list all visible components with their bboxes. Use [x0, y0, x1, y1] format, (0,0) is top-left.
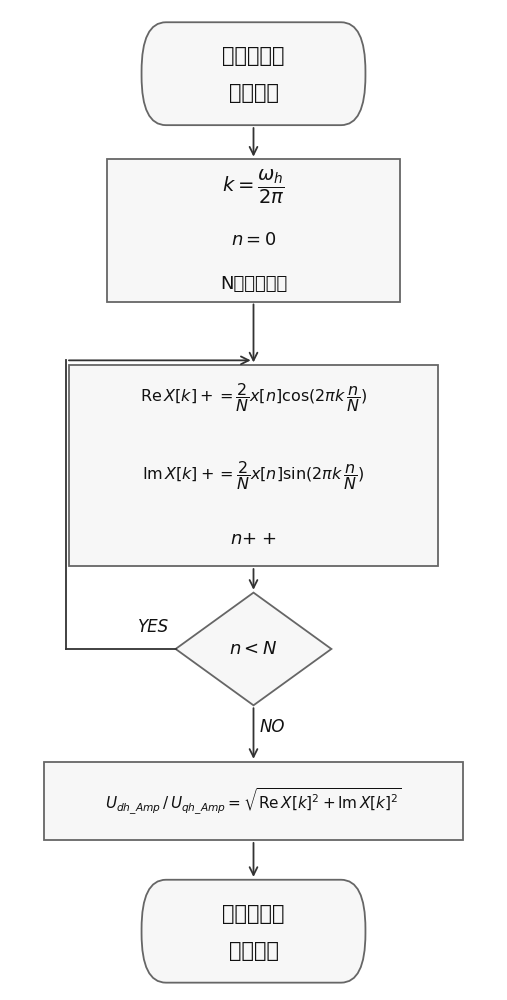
- Text: $\mathrm{Re}\,X[k]+=\dfrac{2}{N}x[n]\cos(2\pi k\,\dfrac{n}{N})$: $\mathrm{Re}\,X[k]+=\dfrac{2}{N}x[n]\cos…: [140, 381, 367, 414]
- Text: YES: YES: [138, 618, 169, 636]
- Text: $n < N$: $n < N$: [229, 640, 278, 658]
- Polygon shape: [175, 593, 332, 705]
- Text: $U_{dh\_Amp}\,/\,U_{qh\_Amp}=\sqrt{\mathrm{Re}\,X[k]^2+\mathrm{Im}\,X[k]^2}$: $U_{dh\_Amp}\,/\,U_{qh\_Amp}=\sqrt{\math…: [105, 786, 402, 816]
- FancyBboxPatch shape: [44, 762, 463, 840]
- Text: 离散傅里叶: 离散傅里叶: [222, 904, 285, 924]
- FancyBboxPatch shape: [107, 159, 400, 302]
- FancyBboxPatch shape: [68, 365, 439, 566]
- Text: 变换开始: 变换开始: [229, 83, 278, 103]
- Text: NO: NO: [260, 718, 285, 736]
- Text: 离散傅里叶: 离散傅里叶: [222, 46, 285, 66]
- Text: N为采样点数: N为采样点数: [220, 275, 287, 293]
- Text: $k=\dfrac{\omega_h}{2\pi}$: $k=\dfrac{\omega_h}{2\pi}$: [222, 167, 285, 206]
- FancyBboxPatch shape: [141, 22, 366, 125]
- FancyBboxPatch shape: [141, 880, 366, 983]
- Text: $n=0$: $n=0$: [231, 231, 276, 249]
- Text: 变换结束: 变换结束: [229, 941, 278, 961]
- Text: $\mathrm{Im}\,X[k]+=\dfrac{2}{N}x[n]\sin(2\pi k\,\dfrac{n}{N})$: $\mathrm{Im}\,X[k]+=\dfrac{2}{N}x[n]\sin…: [142, 459, 365, 492]
- Text: $n\!+\!+$: $n\!+\!+$: [230, 530, 277, 548]
